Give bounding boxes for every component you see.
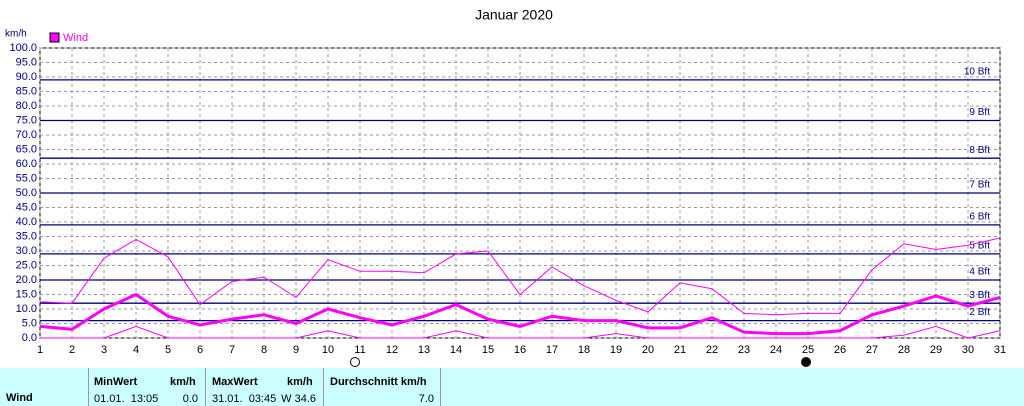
new-moon-icon [350,357,360,367]
y-tick-label: 90.0 [16,71,37,83]
y-tick-label: 0.0 [22,332,37,344]
y-tick-label: 75.0 [16,114,37,126]
value: 7.0 [418,393,434,405]
y-tick-label: 40.0 [16,216,37,228]
x-tick-label: 26 [834,344,846,356]
x-tick-label: 20 [642,344,654,356]
x-tick-label: 23 [738,344,750,356]
header: MinWert [94,376,138,388]
x-tick-label: 31 [994,344,1006,356]
x-tick-label: 18 [578,344,590,356]
x-tick-label: 19 [610,344,622,356]
x-tick-label: 7 [229,344,235,356]
x-tick-label: 22 [706,344,718,356]
header: Durchschnitt km/h [330,376,427,388]
bft-label: 2 Bft [969,307,990,318]
x-tick-label: 24 [770,344,782,356]
separator [323,368,324,406]
x-tick-label: 2 [69,344,75,356]
y-tick-label: 20.0 [16,274,37,286]
x-tick-label: 15 [482,344,494,356]
x-tick-label: 1 [37,344,43,356]
separator [440,368,441,406]
series-line [39,292,1001,336]
x-tick-label: 5 [165,344,171,356]
legend-swatch [49,32,60,43]
y-tick-label: 95.0 [16,56,37,68]
separator [205,368,206,406]
bft-label: 3 Bft [969,290,990,301]
x-tick-label: 14 [450,344,462,356]
value: W 34.6 [281,393,316,405]
time: 31.01. 03:45 [212,393,277,405]
unit: km/h [170,376,196,388]
x-tick-label: 9 [293,344,299,356]
bft-label: 10 Bft [964,67,990,78]
y-tick-label: 5.0 [22,317,37,329]
chart: Januar 2020 km/h Wind 0.0 5.0 10.0 15.0 20.0… [5,7,1006,367]
x-tick-label: 10 [322,344,334,356]
x-tick-label: 6 [197,344,203,356]
y-tick-label: 85.0 [16,85,37,97]
series-line [39,237,1001,316]
x-tick-label: 4 [133,344,139,356]
y-tick-label: 65.0 [16,143,37,155]
x-tick-label: 28 [898,344,910,356]
x-tick-label: 11 [354,344,365,356]
y-tick-label: 70.0 [16,129,37,141]
separator [88,368,89,406]
bft-label: 6 Bft [969,212,990,223]
x-tick-label: 25 [802,344,814,356]
y-tick-label: 30.0 [16,245,37,257]
y-tick-label: 10.0 [16,303,37,315]
y-tick-label: 15.0 [16,288,37,300]
y-tick-label: 45.0 [16,201,37,213]
value: 0.0 [182,393,198,405]
y-unit: km/h [5,29,27,40]
x-tick-label: 3 [101,344,107,356]
y-tick-label: 25.0 [16,259,37,271]
bft-label: 4 Bft [969,267,990,278]
x-tick-label: 27 [866,344,878,356]
x-tick-label: 30 [962,344,974,356]
bft-label: 7 Bft [969,180,990,191]
bft-label: 9 Bft [969,107,990,118]
x-tick-label: 17 [546,344,558,356]
header: MaxWert [212,376,258,388]
y-tick-label: 80.0 [16,100,37,112]
y-tick-label: 35.0 [16,230,37,242]
x-tick-label: 16 [514,344,526,356]
y-tick-label: 60.0 [16,158,37,170]
chart-title: Januar 2020 [475,7,553,23]
legend-label: Wind [63,32,88,44]
y-tick-label: 100.0 [9,42,37,54]
time: 01.01. 13:05 [94,393,159,405]
y-tick-label: 50.0 [16,187,37,199]
series-line [40,325,1001,339]
x-tick-label: 29 [930,344,942,356]
summary-table: Wind MinWert km/h 01.01. 13:05 0.0 MaxWe… [0,368,1024,406]
x-tick-label: 13 [418,344,430,356]
unit: km/h [287,376,313,388]
x-tick-label: 12 [386,344,398,356]
x-tick-label: 8 [261,344,267,356]
bft-label: 5 Bft [969,241,990,252]
row-label: Wind [6,392,33,404]
bft-label: 8 Bft [969,145,990,156]
full-moon-icon [801,357,811,367]
y-tick-label: 55.0 [16,172,37,184]
x-tick-label: 21 [674,344,686,356]
